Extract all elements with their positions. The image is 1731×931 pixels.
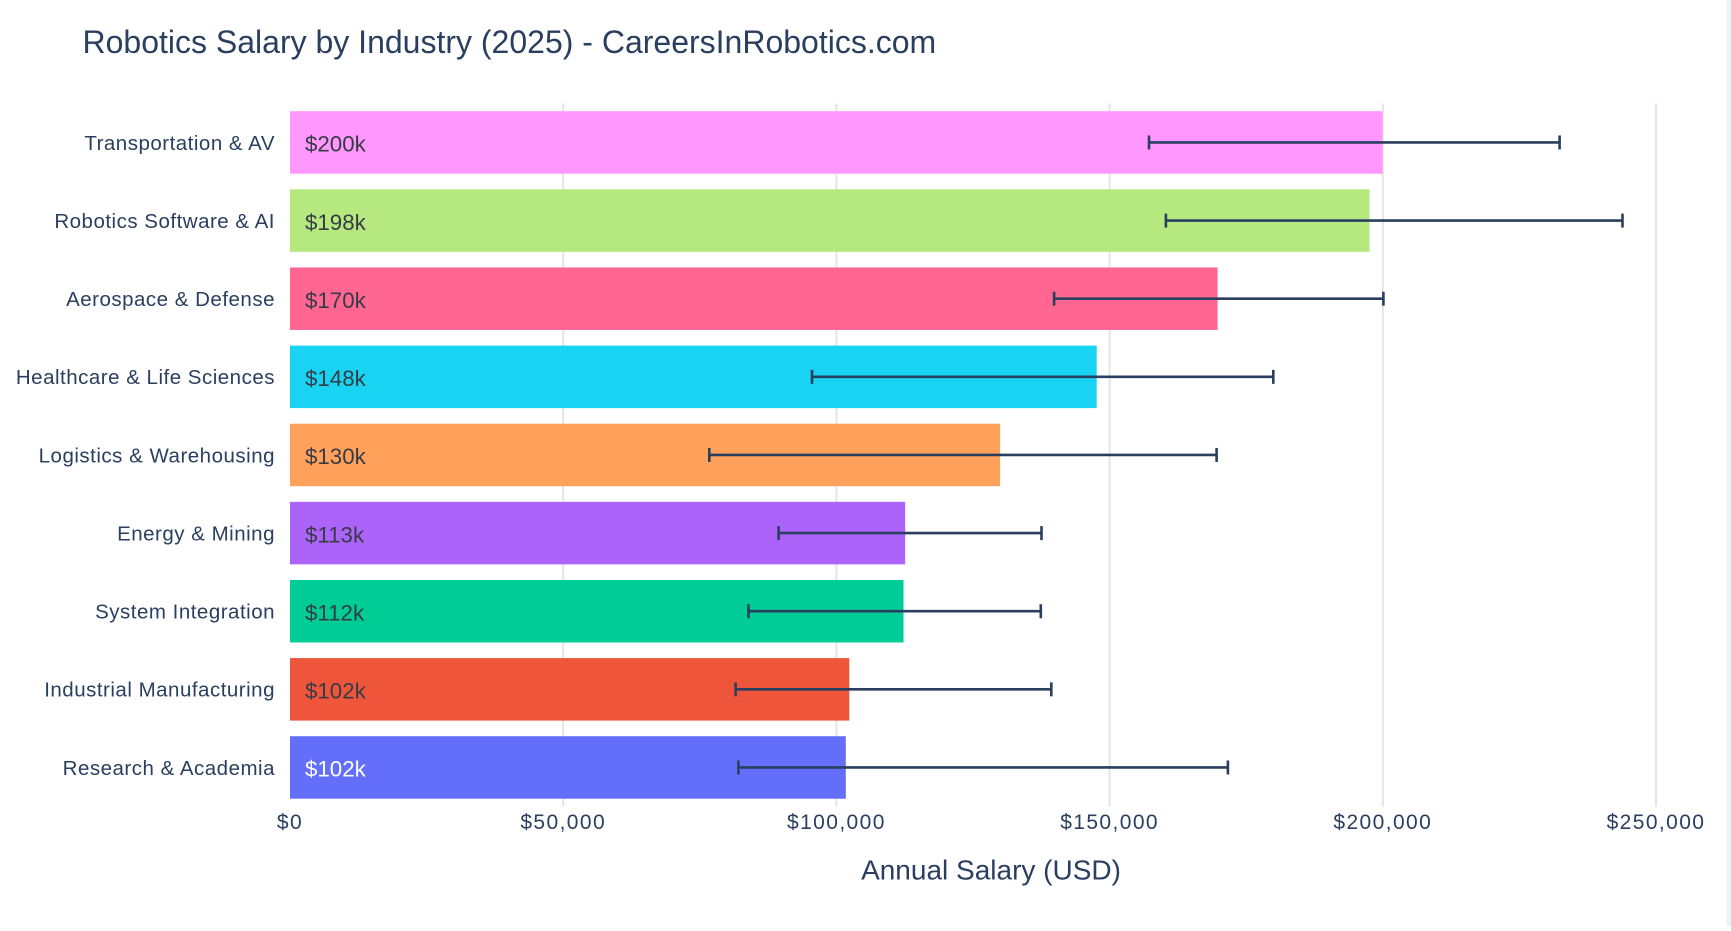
svg-text:System Integration: System Integration [95, 601, 275, 624]
svg-text:$102k: $102k [305, 679, 367, 704]
svg-text:Logistics & Warehousing: Logistics & Warehousing [39, 444, 275, 467]
svg-text:Annual Salary (USD): Annual Salary (USD) [861, 855, 1121, 886]
svg-text:$170k: $170k [305, 288, 367, 313]
svg-text:$0: $0 [277, 811, 303, 834]
svg-text:Research & Academia: Research & Academia [63, 757, 275, 780]
svg-text:Transportation & AV: Transportation & AV [84, 132, 275, 155]
svg-text:$200k: $200k [305, 132, 367, 157]
svg-text:Energy & Mining: Energy & Mining [117, 522, 275, 545]
svg-text:$200,000: $200,000 [1333, 811, 1432, 834]
svg-text:Healthcare & Life Sciences: Healthcare & Life Sciences [16, 366, 275, 389]
svg-text:$50,000: $50,000 [520, 811, 606, 834]
svg-text:$113k: $113k [305, 522, 365, 547]
svg-text:$198k: $198k [305, 210, 367, 235]
svg-text:$150,000: $150,000 [1060, 811, 1159, 834]
svg-text:Robotics Software & AI: Robotics Software & AI [54, 210, 275, 233]
svg-text:$102k: $102k [305, 757, 367, 782]
svg-text:Aerospace & Defense: Aerospace & Defense [66, 288, 275, 311]
svg-text:$112k: $112k [305, 600, 365, 625]
svg-text:$148k: $148k [305, 366, 367, 391]
svg-text:Robotics Salary by Industry (2: Robotics Salary by Industry (2025) - Car… [83, 24, 937, 60]
svg-text:$250,000: $250,000 [1607, 811, 1706, 834]
svg-text:Industrial Manufacturing: Industrial Manufacturing [44, 679, 275, 702]
svg-text:$130k: $130k [305, 444, 367, 469]
svg-text:$100,000: $100,000 [787, 811, 886, 834]
